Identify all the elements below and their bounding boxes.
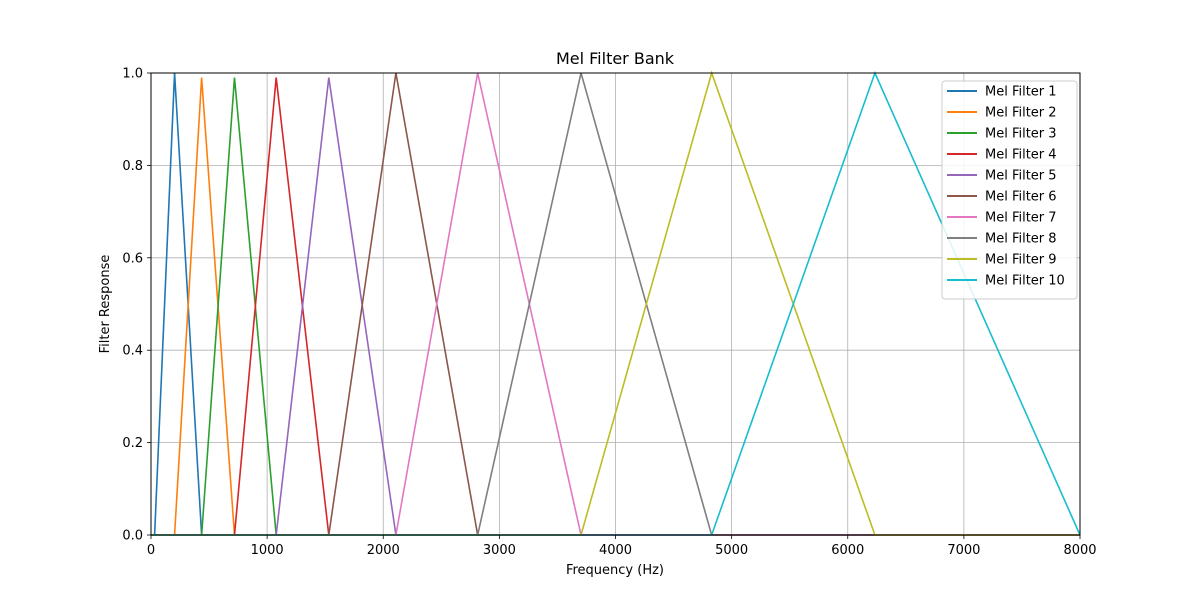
x-tick-label: 7000 bbox=[947, 543, 980, 558]
x-tick-label: 6000 bbox=[831, 543, 864, 558]
grid-lines bbox=[150, 72, 1081, 536]
x-axis-label: Frequency (Hz) bbox=[566, 563, 664, 578]
x-tick-label: 4000 bbox=[599, 543, 632, 558]
x-tick-label: 3000 bbox=[483, 543, 516, 558]
y-axis-label: Filter Response bbox=[98, 255, 113, 354]
y-tick-label: 0.2 bbox=[122, 436, 143, 451]
legend-box bbox=[941, 80, 1078, 300]
y-tick-label: 0.8 bbox=[122, 159, 143, 174]
legend-label: Mel Filter 1 bbox=[985, 85, 1057, 100]
chart-title: Mel Filter Bank bbox=[556, 49, 675, 68]
legend-label: Mel Filter 4 bbox=[985, 148, 1057, 163]
x-axis: 0 1000 2000 3000 4000 5000 6000 7000 8000 bbox=[147, 535, 1097, 558]
x-tick-label: 8000 bbox=[1063, 543, 1096, 558]
x-tick-label: 0 bbox=[147, 543, 155, 558]
legend-label: Mel Filter 9 bbox=[985, 253, 1057, 268]
y-tick-label: 0.4 bbox=[122, 344, 143, 359]
legend-label: Mel Filter 7 bbox=[985, 211, 1057, 226]
legend-label: Mel Filter 10 bbox=[985, 274, 1065, 289]
legend-label: Mel Filter 5 bbox=[985, 169, 1057, 184]
y-axis: 0.0 0.2 0.4 0.6 0.8 1.0 bbox=[122, 67, 151, 544]
x-tick-label: 2000 bbox=[367, 543, 400, 558]
y-tick-label: 1.0 bbox=[122, 67, 143, 82]
legend-label: Mel Filter 2 bbox=[985, 106, 1057, 121]
x-tick-label: 1000 bbox=[251, 543, 284, 558]
legend: Mel Filter 1 Mel Filter 2 Mel Filter 3 Mel … bbox=[941, 80, 1078, 300]
y-tick-label: 0.6 bbox=[122, 251, 143, 266]
legend-label: Mel Filter 3 bbox=[985, 127, 1057, 142]
y-tick-label: 0.0 bbox=[122, 529, 143, 544]
legend-label: Mel Filter 8 bbox=[985, 232, 1057, 247]
legend-label: Mel Filter 6 bbox=[985, 190, 1057, 205]
x-tick-label: 5000 bbox=[715, 543, 748, 558]
